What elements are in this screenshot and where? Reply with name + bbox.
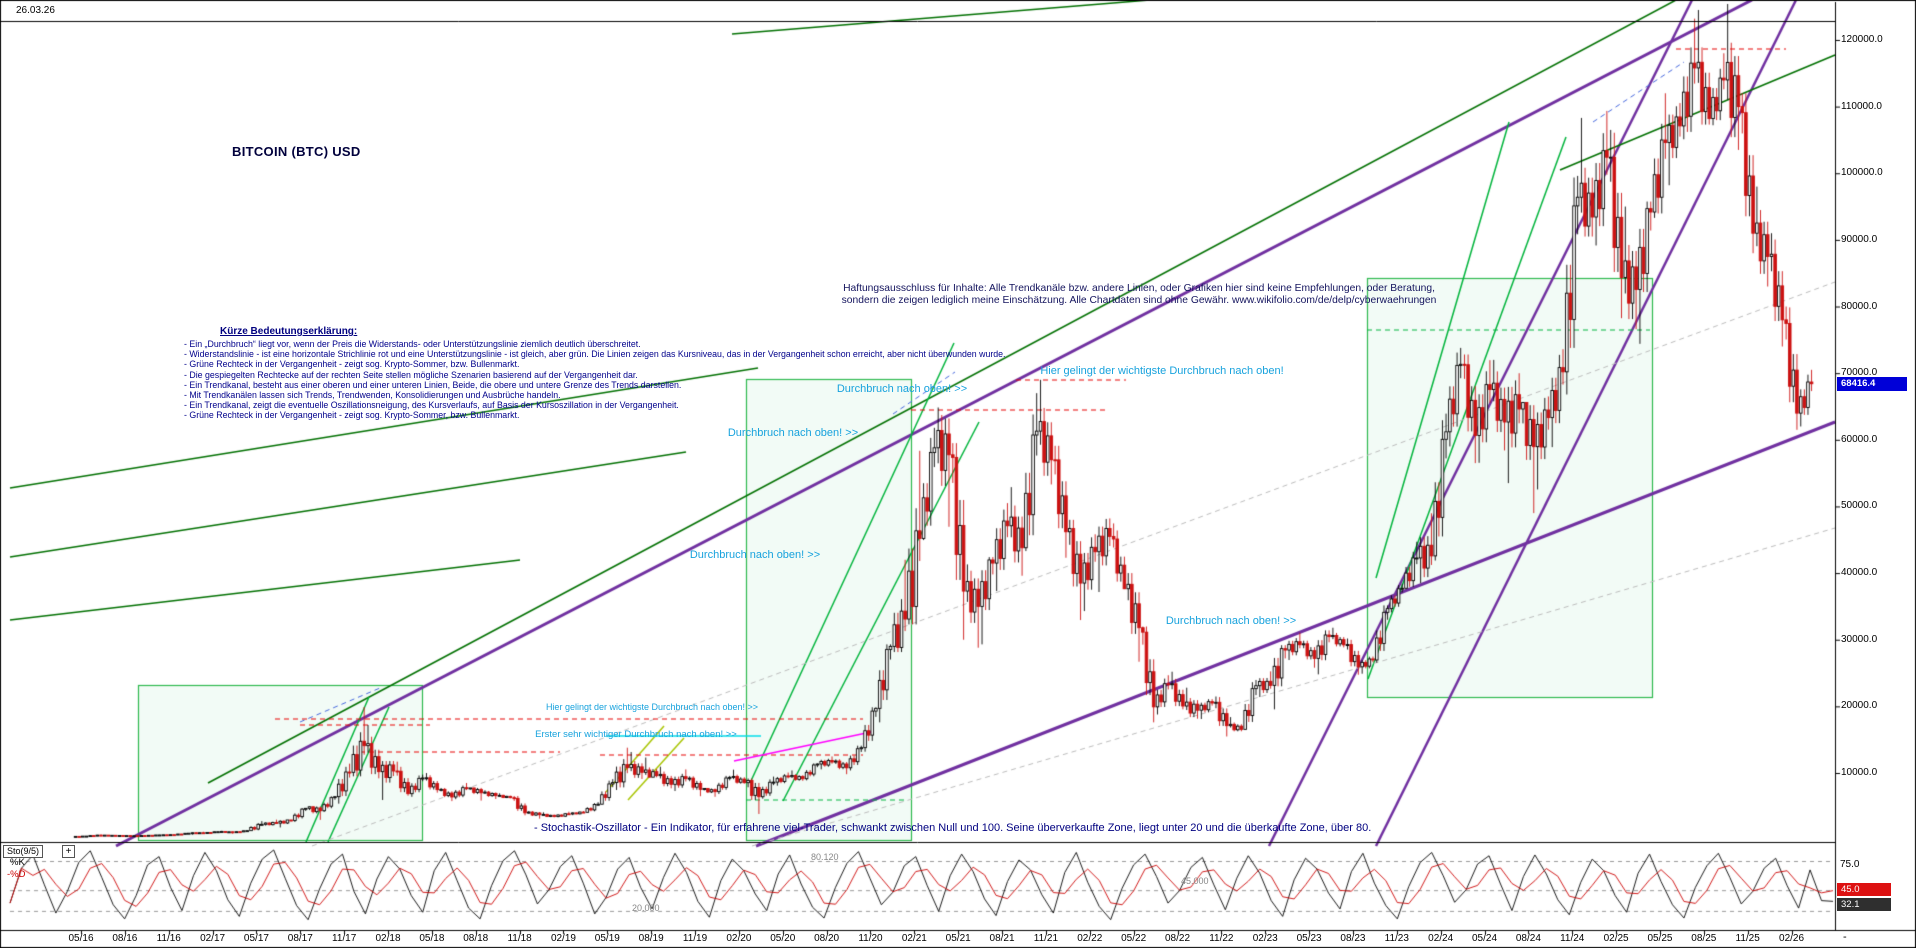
- breakout-annotation: Durchbruch nach oben! >>: [689, 549, 821, 561]
- x-axis-label: 08/19: [638, 933, 664, 944]
- x-axis-label: 08/20: [814, 933, 840, 944]
- x-axis-label: 08/21: [989, 933, 1015, 944]
- stochastic-d-value-badge: 45.0: [1837, 883, 1891, 896]
- breakout-annotation: Durchbruch nach oben! >>: [727, 427, 859, 439]
- chart-title: BITCOIN (BTC) USD: [232, 144, 361, 159]
- legend-explanation-line: - Mit Trendkanälen lassen sich Trends, T…: [184, 390, 561, 401]
- x-axis-label: 11/20: [858, 933, 883, 944]
- x-axis-label: 02/26: [1779, 933, 1805, 944]
- x-axis-label: 05/21: [945, 933, 971, 944]
- y-axis-label: 90000.0: [1841, 233, 1878, 245]
- stochastic-axis-label: 75.0: [1840, 859, 1860, 870]
- x-axis-label: 02/23: [1252, 933, 1278, 944]
- stochastic-level-label: 80.120: [811, 852, 839, 862]
- stochastic-k-value-badge: 32.1: [1837, 898, 1891, 911]
- x-axis-label: 02/22: [1077, 933, 1103, 944]
- x-axis-label: 05/25: [1647, 933, 1673, 944]
- x-axis-label: 05/19: [594, 933, 620, 944]
- x-axis-label: 11/25: [1735, 933, 1760, 944]
- x-axis-label: 02/25: [1603, 933, 1629, 944]
- breakout-annotation: Erster sehr wichtiger Durchbruch nach ob…: [535, 729, 737, 740]
- x-axis-label: 05/18: [419, 933, 445, 944]
- legend-explanation-line: - Grüne Rechteck in der Vergangenheit - …: [184, 410, 520, 421]
- y-axis-label: 20000.0: [1841, 700, 1878, 712]
- legend-explanation: Kürze Bedeutungserklärung: - Ein „Durchb…: [184, 326, 1006, 421]
- x-axis-label: 02/24: [1428, 933, 1454, 944]
- x-axis-label: 02/21: [901, 933, 927, 944]
- y-axis-label: 40000.0: [1841, 567, 1878, 579]
- disclaimer-line-2: sondern die zeigen lediglich meine Einsc…: [841, 295, 1437, 306]
- stochastic-note: - Stochastik-Oszillator - Ein Indikator,…: [534, 822, 1372, 834]
- y-axis-label: 110000.0: [1841, 100, 1882, 112]
- legend-explanation-title: Kürze Bedeutungserklärung:: [220, 326, 358, 337]
- legend-explanation-lines: - Ein „Durchbruch“ liegt vor, wenn der P…: [184, 339, 1006, 421]
- x-axis-label: 02/20: [726, 933, 752, 944]
- x-axis-label: 02/19: [550, 933, 576, 944]
- last-price-badge: 68416.4: [1837, 377, 1907, 391]
- x-axis-label: 11/21: [1033, 933, 1059, 944]
- breakout-annotation: Hier gelingt der wichtigste Durchbruch n…: [1040, 365, 1284, 377]
- x-axis-label: 02/18: [375, 933, 401, 944]
- x-axis-label: 11/19: [682, 933, 708, 944]
- x-axis-label: 05/22: [1121, 933, 1147, 944]
- legend-explanation-line: - Ein Trendkanal, besteht aus einer ober…: [184, 379, 682, 390]
- x-axis-label: 02/17: [200, 933, 226, 944]
- y-axis-label: 80000.0: [1841, 300, 1878, 312]
- y-axis-label: 50000.0: [1841, 500, 1878, 512]
- breakout-annotation: Hier gelingt der wichtigste Durchbruch n…: [545, 702, 759, 712]
- x-axis-label: 05/17: [243, 933, 269, 944]
- x-axis-label: 05/24: [1472, 933, 1498, 944]
- legend-explanation-line: - Grüne Rechteck in der Vergangenheit - …: [184, 359, 520, 370]
- bottom-right-dash: -: [1843, 931, 1847, 943]
- y-axis-label: 30000.0: [1841, 633, 1878, 645]
- y-axis-label: 60000.0: [1841, 433, 1878, 445]
- x-axis-label: 08/17: [287, 933, 313, 944]
- x-axis-label: 08/25: [1691, 933, 1717, 944]
- stochastic-indicator-button[interactable]: Sto(9/5): [3, 845, 44, 858]
- x-axis-label: 08/22: [1164, 933, 1191, 944]
- x-axis-label: 05/23: [1296, 933, 1322, 944]
- x-axis-label: 11/22: [1209, 933, 1234, 944]
- x-axis-label: 08/24: [1515, 933, 1541, 944]
- disclaimer: Haftungsausschluss für Inhalte: Alle Tre…: [842, 283, 1437, 307]
- y-axis-label: 10000.0: [1841, 767, 1878, 778]
- x-axis-label: 05/16: [68, 933, 94, 944]
- y-axis-label: 120000.0: [1841, 33, 1883, 45]
- legend-explanation-line: - Die gespiegelten Rechtecke auf der rec…: [184, 369, 638, 380]
- disclaimer-line-1: Haftungsausschluss für Inhalte: Alle Tre…: [843, 283, 1435, 294]
- x-axis-label: 11/18: [507, 933, 532, 944]
- legend-explanation-line: - Ein Trendkanal, zeigt die eventuelle O…: [184, 400, 679, 411]
- breakout-annotation: Durchbruch nach oben! >>: [1165, 615, 1297, 627]
- x-axis-label: 11/16: [156, 933, 181, 944]
- x-axis-label: 11/17: [332, 933, 357, 944]
- stochastic-level-label: 20.000: [632, 903, 660, 913]
- breakout-annotation: Durchbruch nach oben! >>: [836, 383, 968, 395]
- x-axis-label: 08/16: [112, 933, 138, 944]
- x-axis-label: 11/23: [1384, 933, 1409, 944]
- date-label: 26.03.26: [16, 5, 55, 16]
- stochastic-add-button[interactable]: +: [62, 845, 75, 858]
- legend-explanation-line: - Widerstandslinie - ist eine horizontal…: [184, 349, 1006, 360]
- x-axis-label: 08/18: [463, 933, 489, 944]
- x-axis-label: 05/20: [770, 933, 796, 944]
- stochastic-k-label: %K: [10, 857, 25, 868]
- stochastic-d-label: -%D: [7, 869, 26, 880]
- legend-explanation-line: - Ein „Durchbruch“ liegt vor, wenn der P…: [184, 339, 641, 349]
- x-axis-label: 08/23: [1340, 933, 1366, 944]
- x-axis-label: 11/24: [1560, 933, 1585, 944]
- y-axis-label: 70000.0: [1841, 367, 1878, 379]
- y-axis-label: 100000.0: [1841, 167, 1883, 179]
- stochastic-level-label: 45.000: [1181, 876, 1209, 886]
